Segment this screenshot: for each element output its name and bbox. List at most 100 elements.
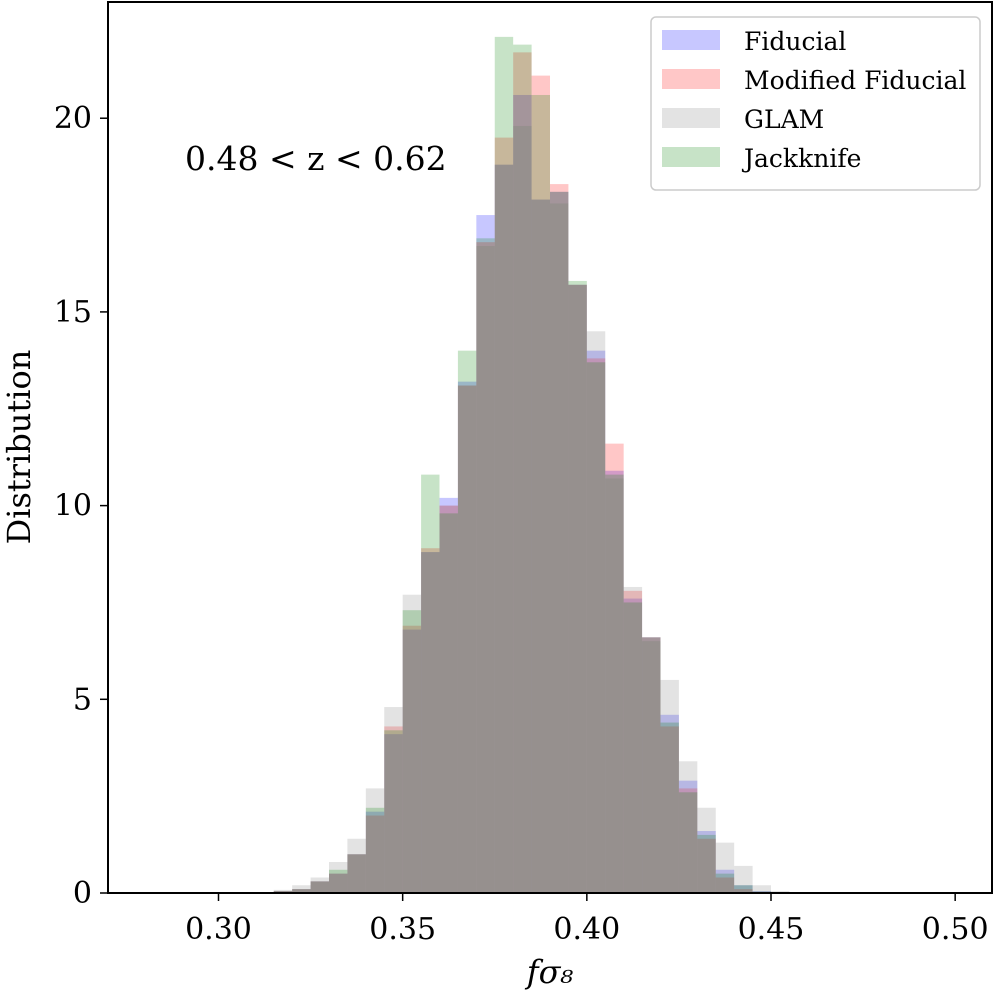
bar [678, 788, 698, 893]
y-tick-label: 15 [54, 295, 92, 330]
x-axis-title: fσ₈ [525, 953, 574, 991]
bar [329, 869, 348, 893]
bar [734, 885, 753, 893]
bar [384, 707, 403, 893]
bar [347, 854, 366, 893]
series-jackknife [273, 36, 790, 894]
bar [642, 641, 661, 893]
bar [421, 548, 440, 893]
legend-label: Jackknife [741, 144, 861, 173]
bar [734, 885, 753, 893]
bar [457, 350, 477, 893]
bar [715, 869, 735, 893]
y-axis-title: Distribution [0, 350, 38, 545]
bar [310, 877, 329, 893]
y-tick-label: 20 [54, 101, 92, 136]
bar [734, 889, 753, 893]
bar [678, 792, 698, 893]
bar [310, 881, 329, 893]
bar [586, 350, 606, 893]
bar [476, 238, 495, 893]
bar [402, 594, 422, 893]
bar [513, 44, 532, 894]
legend-frame [650, 16, 981, 191]
bar [347, 854, 366, 893]
bar [402, 625, 422, 893]
bar [476, 242, 495, 893]
bar [550, 184, 569, 893]
bar [365, 811, 385, 893]
x-axis-ticks: 0.30 0.35 0.40 0.45 0.50 [185, 893, 989, 947]
bar [734, 865, 753, 893]
bar [642, 637, 661, 893]
bar [697, 807, 716, 893]
bar [310, 881, 329, 893]
histogram-bars [273, 36, 790, 894]
legend: Fiducial Modified Fiducial GLAM Jackknife [650, 16, 981, 191]
bar [439, 513, 458, 893]
bar [329, 873, 348, 893]
bar [623, 602, 643, 893]
bar [402, 629, 422, 893]
legend-label: Modified Fiducial [744, 66, 966, 95]
legend-swatch [662, 69, 720, 89]
series-modified-fiducial [273, 52, 790, 894]
bar [623, 586, 643, 893]
bar [494, 164, 514, 893]
bar [623, 590, 643, 893]
legend-swatch [662, 30, 720, 50]
x-tick-label: 0.45 [738, 912, 805, 947]
bar [660, 722, 679, 893]
bar [457, 385, 477, 893]
bar [476, 246, 495, 893]
bar [697, 831, 716, 893]
bar [513, 125, 532, 894]
bar [605, 443, 624, 893]
bar [660, 679, 679, 893]
bar [660, 726, 679, 893]
bar [715, 873, 735, 893]
bar [752, 885, 771, 893]
bar [421, 552, 440, 893]
bar [439, 505, 458, 893]
x-tick-label: 0.50 [922, 912, 989, 947]
bar [329, 862, 348, 893]
bar [586, 362, 606, 893]
bar [439, 505, 458, 893]
y-tick-label: 0 [73, 876, 92, 911]
y-tick-label: 5 [73, 682, 92, 717]
bar [402, 610, 422, 893]
legend-swatch [662, 147, 720, 167]
bar [384, 726, 403, 893]
bar [513, 52, 532, 894]
bar [550, 191, 569, 894]
bar [273, 889, 293, 893]
series-glam [273, 125, 790, 894]
bar [531, 75, 550, 893]
bar [568, 284, 587, 893]
bar [476, 215, 495, 894]
bar [494, 36, 514, 893]
plot-frame [107, 1, 993, 894]
bar [292, 889, 311, 893]
bar [531, 94, 550, 893]
x-tick-label: 0.35 [369, 912, 436, 947]
bar [586, 358, 606, 893]
bar [292, 889, 311, 893]
legend-label: Fiducial [744, 27, 846, 56]
bar [365, 807, 385, 893]
bar [365, 788, 385, 893]
bar [384, 734, 403, 893]
bar [550, 191, 569, 894]
bar [365, 815, 385, 893]
bar [457, 385, 477, 893]
bar [715, 842, 735, 893]
legend-label: GLAM [744, 105, 824, 134]
bar [292, 885, 311, 893]
bar [384, 730, 403, 893]
bar [586, 331, 606, 894]
bar [329, 873, 348, 893]
bar [421, 474, 440, 893]
bar [715, 877, 735, 893]
